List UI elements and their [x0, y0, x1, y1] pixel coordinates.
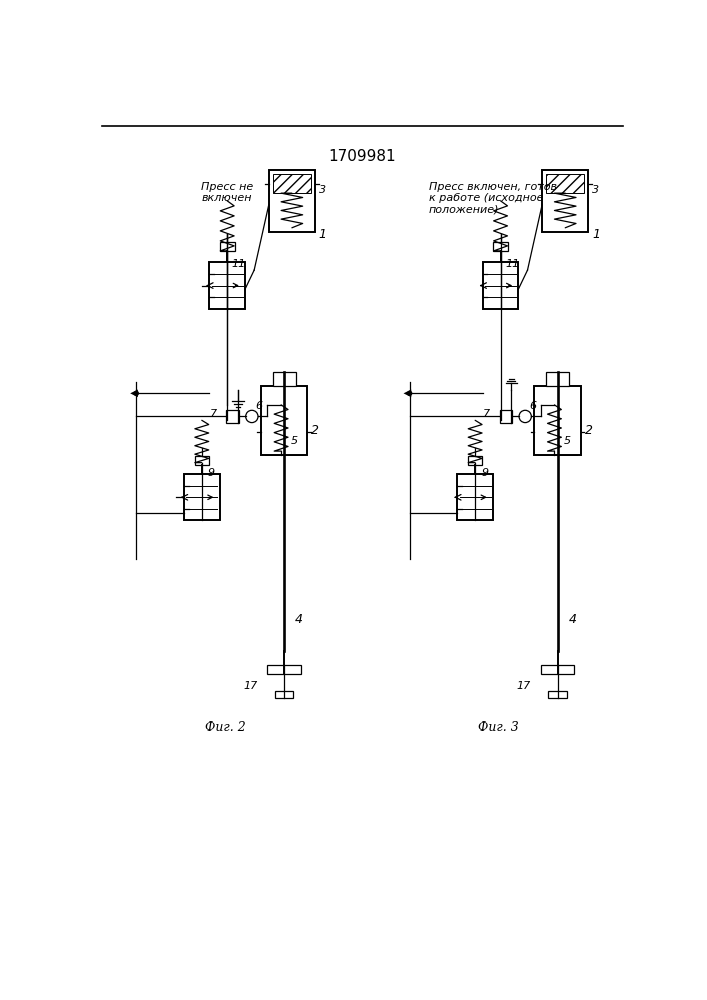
Circle shape [407, 391, 412, 396]
Bar [500, 410, 512, 423]
Bar [483, 262, 518, 309]
Bar [265, 432, 303, 455]
Circle shape [134, 391, 139, 396]
Text: 7: 7 [210, 409, 217, 419]
Text: 3: 3 [592, 185, 600, 195]
Bar [538, 432, 577, 455]
Bar [273, 372, 296, 386]
Bar [546, 174, 585, 193]
Text: 1: 1 [319, 228, 327, 241]
Text: 17: 17 [243, 681, 257, 691]
Bar [457, 474, 493, 520]
Text: Фиг. 3: Фиг. 3 [478, 721, 519, 734]
Bar [267, 665, 301, 674]
Text: Пресс не
включен: Пресс не включен [201, 182, 253, 203]
Text: 9: 9 [208, 468, 215, 478]
Bar [226, 410, 239, 423]
Bar [275, 691, 293, 698]
Text: 4: 4 [568, 613, 576, 626]
Bar [209, 262, 245, 309]
Text: Фиг. 2: Фиг. 2 [204, 721, 245, 734]
Bar [261, 386, 308, 455]
Text: 3: 3 [319, 185, 326, 195]
Bar [195, 456, 209, 465]
Bar [269, 170, 315, 232]
Text: 17: 17 [516, 681, 530, 691]
Polygon shape [404, 389, 411, 397]
Bar [542, 170, 588, 232]
Bar [546, 372, 569, 386]
Text: 1709981: 1709981 [328, 149, 396, 164]
Bar [493, 242, 508, 251]
Text: 11: 11 [506, 259, 520, 269]
Text: 6: 6 [529, 401, 536, 411]
Text: 1: 1 [592, 228, 600, 241]
Text: Пресс включен, готов
к работе (исходное
положение): Пресс включен, готов к работе (исходное … [429, 182, 557, 215]
Bar [219, 242, 235, 251]
Bar [273, 174, 311, 193]
Text: 9: 9 [481, 468, 489, 478]
Text: 5: 5 [291, 436, 298, 446]
Bar [541, 665, 575, 674]
Text: 4: 4 [295, 613, 303, 626]
Text: 7: 7 [484, 409, 491, 419]
Text: 5: 5 [563, 436, 571, 446]
Text: 11: 11 [232, 259, 246, 269]
Text: 2: 2 [585, 424, 592, 437]
Bar [549, 691, 567, 698]
Bar [468, 456, 482, 465]
Text: 2: 2 [311, 424, 319, 437]
Bar [534, 386, 580, 455]
Polygon shape [130, 389, 138, 397]
Text: 6: 6 [256, 401, 263, 411]
Bar [184, 474, 219, 520]
